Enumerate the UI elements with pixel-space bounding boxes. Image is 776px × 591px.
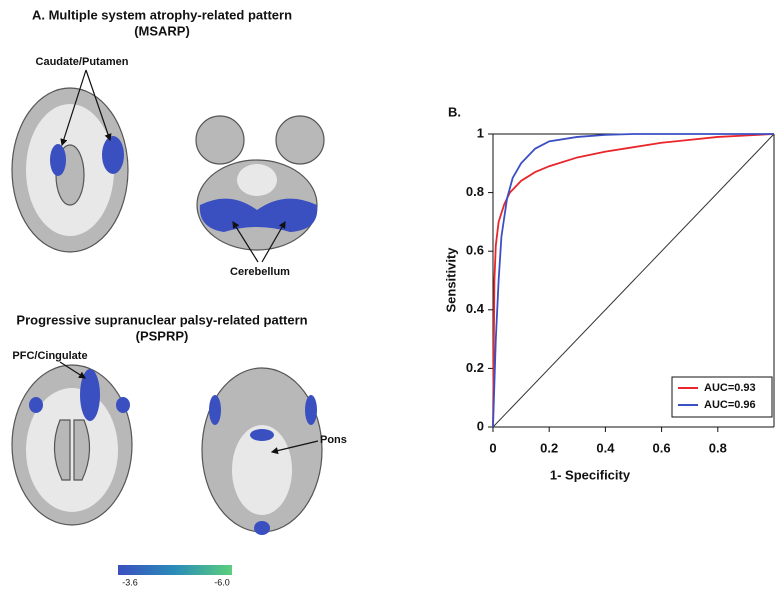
brain-image <box>196 116 324 250</box>
colorbar <box>118 565 232 575</box>
x-tick-label: 0.2 <box>540 440 558 455</box>
brain-image <box>202 368 322 535</box>
x-tick-label: 0.6 <box>653 440 671 455</box>
region-label: Cerebellum <box>230 266 290 278</box>
y-tick-label: 1 <box>477 125 484 140</box>
panel-a-abbr: (MSARP) <box>134 23 190 38</box>
panel-subtitle: Progressive supranuclear palsy-related p… <box>16 312 307 327</box>
x-axis-label: 1- Specificity <box>550 467 631 482</box>
y-tick-label: 0 <box>477 418 484 433</box>
y-tick-label: 0.8 <box>466 184 484 199</box>
legend-label: AUC=0.96 <box>704 399 756 411</box>
panel-label: B. <box>448 104 461 119</box>
region-label: Caudate/Putamen <box>36 56 129 68</box>
panel-a-title: A. Multiple system atrophy-related patte… <box>32 7 292 22</box>
x-tick-label: 0.4 <box>596 440 615 455</box>
y-tick-label: 0.2 <box>466 360 484 375</box>
brain-image <box>12 365 132 525</box>
colorbar-label: -6.0 <box>214 577 230 587</box>
colorbar-label: -3.6 <box>122 577 138 587</box>
figure: A. Multiple system atrophy-related patte… <box>0 0 776 591</box>
legend-label: AUC=0.93 <box>704 382 756 394</box>
y-tick-label: 0.6 <box>466 243 484 258</box>
brain-image <box>12 88 128 252</box>
y-tick-label: 0.4 <box>466 301 485 316</box>
region-label: PFC/Cingulate <box>12 350 87 362</box>
y-axis-label: Sensitivity <box>443 247 458 313</box>
x-tick-label: 0.8 <box>709 440 727 455</box>
panel-subtitle-abbr: (PSPRP) <box>136 328 189 343</box>
region-label: Pons <box>320 434 347 446</box>
x-tick-label: 0 <box>489 440 496 455</box>
